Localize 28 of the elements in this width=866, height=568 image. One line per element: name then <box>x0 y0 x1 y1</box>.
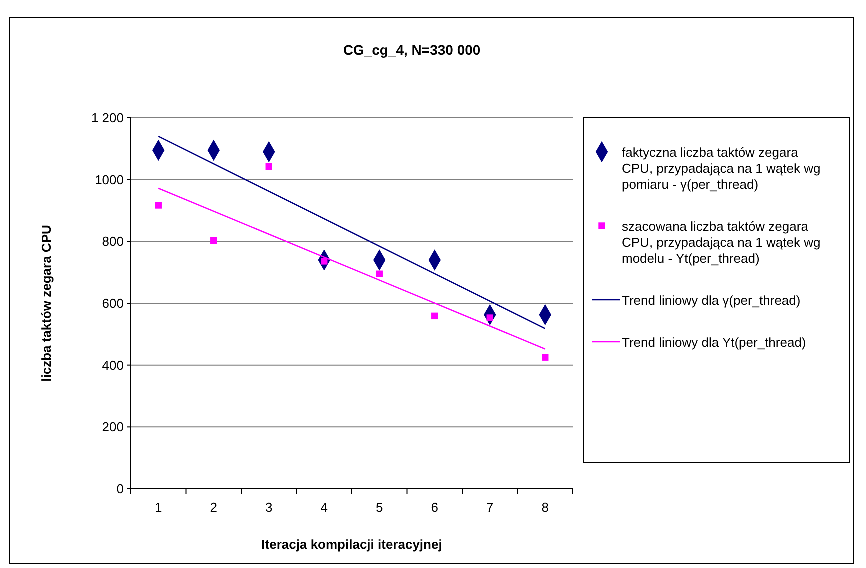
y-axis-title: liczba taktów zegara CPU <box>39 225 54 382</box>
y-tick-label: 400 <box>102 358 124 373</box>
point <box>376 270 383 278</box>
x-tick-label: 2 <box>210 500 218 515</box>
chart-title: CG_cg_4, N=330 000 <box>343 42 481 58</box>
legend-label: faktyczna liczba taktów zegara CPU, przypadająca na 1 wątek wg pomiaru - γ(per_thread) <box>622 145 821 192</box>
y-tick-label: 0 <box>116 482 124 497</box>
y-tick-label: 1 200 <box>91 110 124 126</box>
y-tick-label: 200 <box>102 420 124 435</box>
point <box>432 312 438 320</box>
x-axis-title: Iteracja kompilacji iteracyjnej <box>262 537 442 552</box>
y-tick-label: 600 <box>102 296 124 312</box>
y-tick-label: 1000 <box>95 172 124 188</box>
point <box>155 202 162 209</box>
x-tick-label: 8 <box>542 500 549 515</box>
x-tick-label: 4 <box>320 500 328 515</box>
point <box>266 163 272 170</box>
x-tick-label: 5 <box>376 500 384 515</box>
legend-label: szacowana liczba taktów zegara CPU, przypadająca na 1 wątek wg modelu - Yt(per_thread) <box>622 219 821 266</box>
legend-label: Trend liniowy dla γ(per_thread) <box>622 293 801 308</box>
x-tick-label: 7 <box>486 500 494 515</box>
y-tick-label: 800 <box>102 234 124 250</box>
point <box>210 237 218 244</box>
x-tick-label: 1 <box>155 500 162 515</box>
x-tick-label: 6 <box>431 500 438 515</box>
point <box>542 354 549 361</box>
x-tick-label: 3 <box>266 500 273 515</box>
legend-label: Trend liniowy dla Yt(per_thread) <box>622 335 806 350</box>
